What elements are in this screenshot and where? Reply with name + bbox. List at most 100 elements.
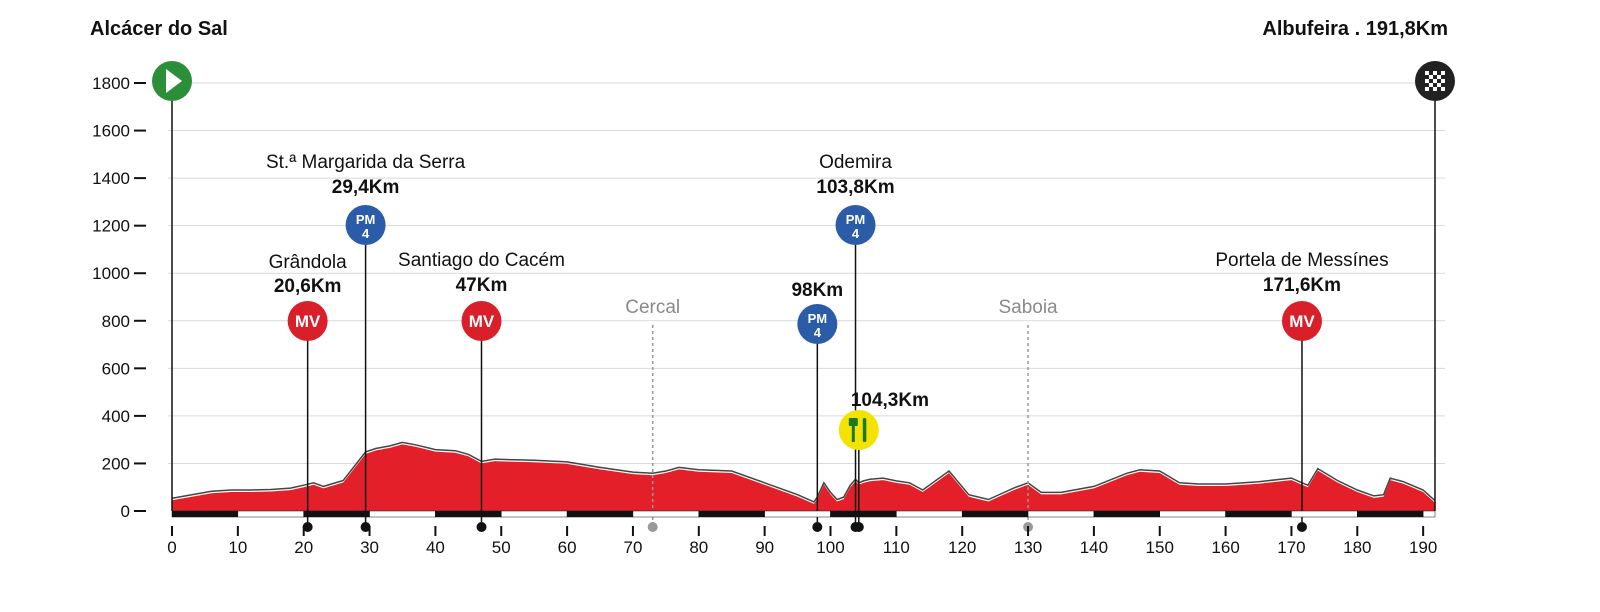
annotation-feed: 104,3Km — [838, 390, 929, 532]
annotation-pm: PM4 98Km — [791, 280, 843, 532]
pm-badge-category: 4 — [814, 325, 822, 340]
x-tick-label: 130 — [1014, 538, 1042, 557]
annotation-dot — [853, 522, 864, 532]
distance-bar-segment — [896, 510, 963, 518]
distance-bar-segment — [237, 510, 304, 518]
y-axis: 0 200 400 600 800 1000 1200 1400 1600 1800 — [92, 74, 146, 521]
distance-bar-segment — [1027, 510, 1095, 518]
distance-bar-segment — [1357, 510, 1424, 518]
y-tick-label: 1400 — [92, 169, 130, 188]
annotation-dot — [812, 522, 823, 532]
y-tick-label: 1600 — [92, 122, 130, 141]
x-tick-label: 150 — [1146, 538, 1174, 557]
annotation-km: 103,8Km — [816, 177, 894, 198]
annotation-name: Portela de Messínes — [1215, 250, 1388, 271]
checkered-flag-icon — [1425, 71, 1445, 91]
mv-badge — [1281, 301, 1322, 341]
annotation-mv: MV Portela de Messínes 171,6Km — [1215, 250, 1389, 532]
x-tick-label: 90 — [755, 538, 774, 557]
annotation-name: Odemira — [819, 152, 892, 173]
pm-badge-category: 4 — [852, 226, 860, 241]
annotation-dot — [1296, 522, 1307, 532]
play-icon — [166, 69, 182, 93]
start-finish-markers — [152, 61, 1455, 511]
distance-bar-segment — [566, 510, 634, 518]
annotation-dot — [302, 522, 313, 532]
y-tick-label: 1800 — [92, 74, 130, 93]
distance-bar-segment — [961, 510, 1029, 518]
annotation-km: 29,4Km — [332, 177, 400, 198]
distance-bar-segment — [830, 510, 897, 518]
x-tick-label: 160 — [1211, 538, 1239, 557]
distance-bar-segment — [171, 510, 239, 518]
distance-bar-segment — [500, 510, 568, 518]
elevation-profile — [171, 441, 1436, 511]
intermediate-towns: Cercal Saboia — [625, 297, 1058, 532]
pm-badge-category: 4 — [362, 226, 370, 241]
y-tick-label: 600 — [102, 359, 130, 378]
x-tick-label: 0 — [167, 538, 176, 557]
y-tick-label: 200 — [102, 454, 130, 473]
x-axis: 0 10 20 30 40 50 60 70 80 90 100 110 120 130 140 150 160… — [167, 510, 1437, 557]
distance-bar-segment — [1225, 510, 1292, 518]
fork-knife-icon — [848, 418, 867, 442]
annotation-mv: MV Grândola 20,6Km — [269, 252, 348, 532]
annotation-dot — [360, 522, 371, 532]
pm-badge-label: PM — [846, 212, 866, 227]
town-label: Saboia — [998, 297, 1058, 318]
annotation-km: 98Km — [791, 280, 843, 301]
y-tick-label: 0 — [121, 502, 130, 521]
y-tick-label: 1200 — [92, 217, 130, 236]
mv-badge-label: MV — [469, 312, 495, 331]
x-tick-label: 170 — [1277, 538, 1305, 557]
distance-bar-segment — [1422, 510, 1436, 518]
annotation-km: 47Km — [456, 275, 508, 296]
x-tick-label: 20 — [294, 538, 313, 557]
annotation-km: 20,6Km — [274, 276, 342, 297]
y-tick-label: 400 — [102, 407, 130, 426]
x-tick-label: 80 — [689, 538, 708, 557]
y-tick-label: 800 — [102, 312, 130, 331]
elevation-area — [172, 444, 1435, 511]
pm-badge — [797, 304, 838, 344]
town-label: Cercal — [625, 297, 680, 318]
distance-bar-segment — [435, 510, 502, 518]
distance-bar-segment — [764, 510, 831, 518]
x-tick-label: 190 — [1409, 538, 1437, 557]
start-location-title: Alcácer do Sal — [90, 18, 228, 40]
annotation-name: Santiago do Cacém — [398, 250, 565, 271]
town-dot — [647, 522, 658, 532]
distance-bar-segment — [1159, 510, 1226, 518]
x-tick-label: 100 — [816, 538, 844, 557]
distance-bar-segment — [698, 510, 765, 518]
x-tick-label: 140 — [1080, 538, 1108, 557]
annotation-name: Grândola — [269, 252, 348, 273]
feed-zone-badge — [838, 410, 879, 450]
gridlines — [168, 82, 1445, 464]
distance-bar-segment — [369, 510, 436, 518]
x-tick-label: 110 — [883, 538, 910, 557]
distance-bar-segment — [1291, 510, 1358, 518]
annotation-pm: PM4 St.ª Margarida da Serra 29,4Km — [266, 152, 466, 532]
pm-badge-label: PM — [808, 311, 828, 326]
x-tick-label: 30 — [360, 538, 379, 557]
annotation-dot — [476, 522, 487, 532]
x-tick-label: 10 — [228, 538, 247, 557]
mv-badge — [461, 301, 502, 341]
pm-badge-label: PM — [356, 212, 376, 227]
mv-badge-label: MV — [295, 312, 321, 331]
mv-badge — [287, 301, 328, 341]
x-tick-label: 120 — [948, 538, 976, 557]
distance-bar-segment — [303, 510, 370, 518]
elevation-outline — [171, 441, 1436, 503]
x-tick-label: 50 — [492, 538, 511, 557]
mv-badge-label: MV — [1289, 312, 1315, 331]
annotation-name: St.ª Margarida da Serra — [266, 152, 466, 173]
x-tick-label: 70 — [623, 538, 642, 557]
x-tick-label: 180 — [1343, 538, 1371, 557]
annotation-km: 104,3Km — [851, 390, 929, 411]
annotation-km: 171,6Km — [1263, 275, 1341, 296]
